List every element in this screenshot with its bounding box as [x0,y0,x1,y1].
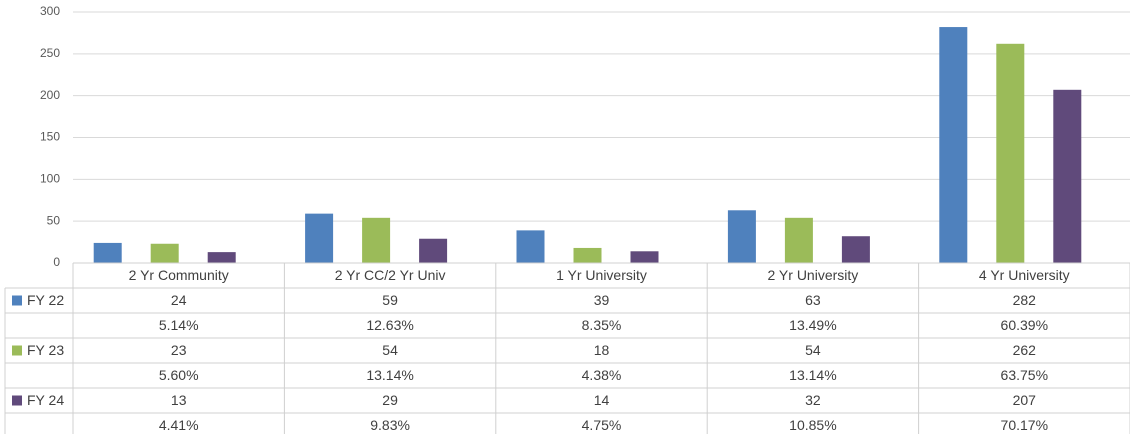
y-tick-label: 0 [53,255,60,269]
bar [841,236,870,263]
bar [630,251,659,263]
table-share: 5.60% [159,367,199,383]
x-tick-label: 2 Yr Community [129,267,229,283]
legend-label: FY 23 [27,342,64,358]
table-value: 63 [805,292,821,308]
legend-label: FY 24 [27,392,64,408]
table-share: 12.63% [366,317,413,333]
table-value: 18 [594,342,610,358]
bar [93,242,122,263]
bar [939,27,968,264]
bar [362,217,391,263]
x-tick-label: 2 Yr CC/2 Yr Univ [335,267,446,283]
table-value: 32 [805,392,821,408]
y-tick-label: 200 [40,88,60,102]
bar [996,43,1025,263]
table-share: 13.49% [789,317,836,333]
table-share: 4.38% [582,367,622,383]
bar [784,217,813,263]
y-tick-label: 300 [40,4,60,18]
table-share: 5.14% [159,317,199,333]
x-tick-label: 4 Yr University [979,267,1070,283]
table-value: 54 [805,342,821,358]
table-share: 60.39% [1001,317,1048,333]
y-tick-label: 50 [47,213,61,227]
bar [419,238,448,263]
table-share: 9.83% [370,417,410,433]
bar [573,247,602,263]
table-value: 14 [594,392,610,408]
table-value: 24 [171,292,187,308]
legend-swatch [12,395,22,406]
bar [150,243,179,263]
bar [1053,89,1082,263]
table-value: 59 [382,292,398,308]
bar [305,213,334,263]
table-share: 70.17% [1001,417,1048,433]
bar [516,230,545,263]
table-share: 10.85% [789,417,836,433]
table-value: 29 [382,392,398,408]
legend-label: FY 22 [27,292,64,308]
table-share: 4.75% [582,417,622,433]
legend-swatch [12,295,22,306]
table-value: 13 [171,392,187,408]
table-share: 13.14% [366,367,413,383]
y-tick-label: 100 [40,172,60,186]
y-tick-label: 150 [40,130,60,144]
table-value: 54 [382,342,398,358]
table-share: 13.14% [789,367,836,383]
table-value: 207 [1013,392,1037,408]
table-value: 39 [594,292,610,308]
legend-swatch [12,345,22,356]
table-value: 262 [1013,342,1037,358]
x-tick-label: 1 Yr University [556,267,647,283]
table-share: 63.75% [1001,367,1048,383]
bar [207,252,236,263]
table-share: 8.35% [582,317,622,333]
table-value: 282 [1013,292,1037,308]
x-tick-label: 2 Yr University [768,267,859,283]
y-tick-label: 250 [40,46,60,60]
table-share: 4.41% [159,417,199,433]
table-value: 23 [171,342,187,358]
bar [727,210,756,263]
